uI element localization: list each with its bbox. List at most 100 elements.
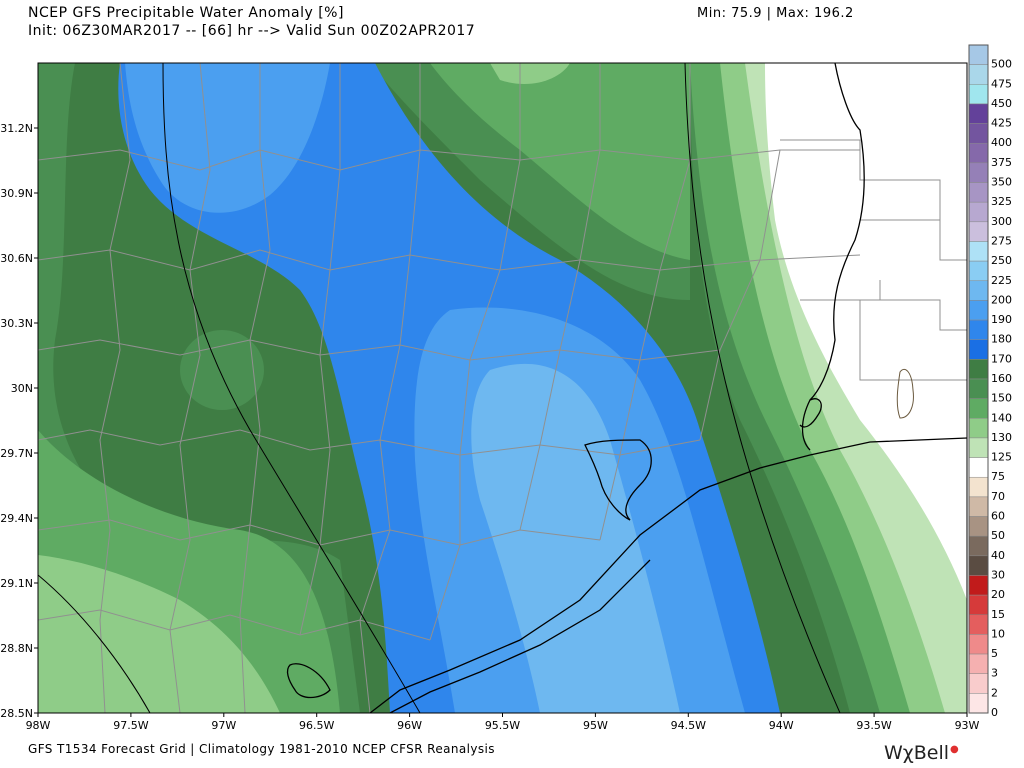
colorbar-swatch — [968, 594, 989, 616]
colorbar-swatch — [968, 437, 989, 458]
colorbar-swatch — [968, 457, 989, 478]
lat-tick-label: 29.1N — [0, 577, 33, 590]
colorbar-label: 20 — [991, 588, 1005, 601]
colorbar-label: 130 — [991, 431, 1012, 444]
lat-tick-label: 29.4N — [0, 512, 33, 525]
min-max-readout: Min: 75.9 | Max: 196.2 — [697, 6, 854, 21]
colorbar-label: 200 — [991, 293, 1012, 306]
colorbar-label: 40 — [991, 549, 1005, 562]
colorbar-swatch — [968, 84, 989, 105]
colorbar-swatch — [968, 221, 989, 242]
colorbar-swatch — [968, 535, 989, 557]
colorbar-label: 350 — [991, 176, 1012, 189]
colorbar-label: 50 — [991, 529, 1005, 542]
colorbar-label: 300 — [991, 215, 1012, 228]
colorbar-label: 475 — [991, 77, 1012, 90]
colorbar-swatch — [968, 575, 989, 596]
colorbar-label: 170 — [991, 352, 1012, 365]
colorbar-swatch — [968, 182, 989, 203]
field-blue-light — [471, 363, 680, 713]
colorbar-swatch — [968, 418, 989, 439]
brand-text: WχBell — [884, 742, 950, 764]
lon-tick-label: 94.5W — [671, 719, 706, 732]
lat-tick-label: 28.5N — [0, 707, 33, 720]
colorbar-swatch — [968, 123, 989, 144]
colorbar-swatch — [968, 319, 989, 340]
colorbar-swatch — [968, 693, 989, 714]
colorbar-swatch — [968, 614, 989, 635]
lat-tick-label: 30.9N — [0, 187, 33, 200]
colorbar-label: 275 — [991, 234, 1012, 247]
colorbar: 5004754504254003753503253002752502252001… — [968, 44, 1012, 719]
latitude-axis: 31.2N 30.9N 30.6N 30.3N 30N 29.7N 29.4N 29.1N 28… — [0, 122, 38, 720]
colorbar-label: 190 — [991, 313, 1012, 326]
brand-logo: WχBell● — [884, 742, 959, 764]
colorbar-swatch — [968, 260, 989, 282]
colorbar-label: 400 — [991, 136, 1012, 149]
colorbar-label: 2 — [991, 686, 998, 699]
lon-tick-label: 97W — [211, 719, 236, 732]
colorbar-swatch — [968, 201, 989, 223]
colorbar-label: 70 — [991, 490, 1005, 503]
field-blue-mid — [125, 63, 330, 213]
colorbar-label: 75 — [991, 470, 1005, 483]
colorbar-swatch — [968, 673, 989, 694]
colorbar-label: 30 — [991, 568, 1005, 581]
colorbar-swatch — [968, 280, 989, 301]
colorbar-swatch — [968, 555, 989, 576]
colorbar-label: 325 — [991, 195, 1012, 208]
colorbar-label: 0 — [991, 706, 998, 719]
lon-tick-label: 93W — [955, 719, 980, 732]
footer-source: GFS T1534 Forecast Grid | Climatology 19… — [28, 742, 495, 756]
field-north-green2 — [430, 63, 690, 260]
lon-tick-label: 94W — [769, 719, 794, 732]
field-west-light-green — [38, 555, 280, 713]
colorbar-swatch — [968, 516, 989, 537]
colorbar-swatch — [968, 634, 989, 655]
colorbar-label: 140 — [991, 411, 1012, 424]
colorbar-frame — [968, 44, 989, 714]
lat-tick-label: 29.7N — [0, 447, 33, 460]
lon-tick-label: 93.5W — [856, 719, 891, 732]
colorbar-swatch — [968, 300, 989, 321]
county-borders — [38, 63, 967, 713]
init-valid-line: Init: 06Z30MAR2017 -- [66] hr --> Valid … — [28, 23, 476, 39]
colorbar-label: 450 — [991, 97, 1012, 110]
colorbar-swatch — [968, 44, 989, 65]
lon-tick-label: 95W — [583, 719, 608, 732]
colorbar-swatch — [968, 64, 989, 85]
colorbar-swatch — [968, 162, 989, 183]
colorbar-swatch — [968, 398, 989, 419]
lat-tick-label: 28.8N — [0, 642, 33, 655]
colorbar-swatch — [968, 653, 989, 674]
field-east-white — [765, 63, 967, 600]
lon-tick-label: 95.5W — [485, 719, 520, 732]
colorbar-label: 3 — [991, 667, 998, 680]
lat-tick-label: 30.3N — [0, 317, 33, 330]
lon-tick-label: 98W — [26, 719, 51, 732]
colorbar-swatch — [968, 359, 989, 380]
colorbar-label: 60 — [991, 510, 1005, 523]
lat-tick-label: 30.6N — [0, 252, 33, 265]
anomaly-field — [38, 63, 967, 713]
field-north-light — [490, 63, 570, 84]
colorbar-swatch — [968, 476, 989, 498]
colorbar-swatch — [968, 103, 989, 124]
colorbar-swatch — [968, 496, 989, 517]
colorbar-label: 225 — [991, 274, 1012, 287]
colorbar-label: 250 — [991, 254, 1012, 267]
colorbar-label: 5 — [991, 647, 998, 660]
coastline — [286, 63, 967, 713]
colorbar-label: 180 — [991, 333, 1012, 346]
colorbar-label: 10 — [991, 627, 1005, 640]
colorbar-label: 425 — [991, 117, 1012, 130]
colorbar-label: 15 — [991, 608, 1005, 621]
domain-lines — [38, 63, 841, 713]
colorbar-label: 150 — [991, 392, 1012, 405]
colorbar-label: 125 — [991, 451, 1012, 464]
colorbar-swatch — [968, 378, 989, 399]
lat-tick-label: 30N — [11, 382, 33, 395]
colorbar-label: 500 — [991, 58, 1012, 71]
field-west-blob — [180, 330, 264, 410]
